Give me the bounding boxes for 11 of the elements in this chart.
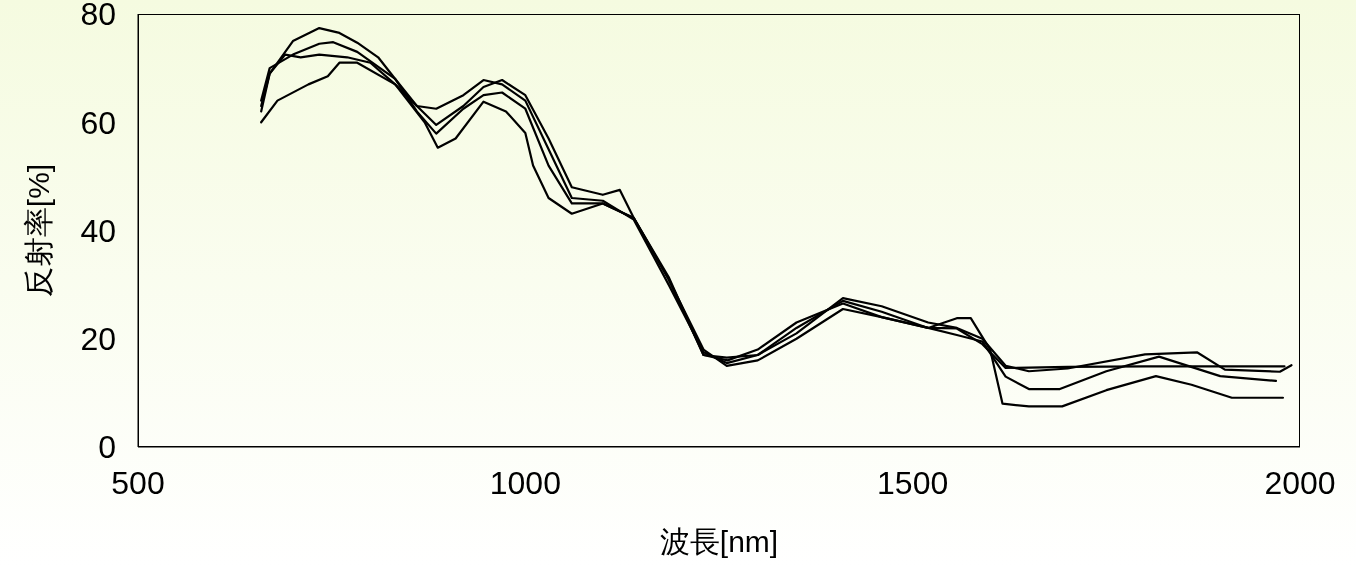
y-tick-label: 0 xyxy=(98,429,116,466)
x-axis-title: 波長[nm] xyxy=(659,525,779,558)
y-tick-label: 80 xyxy=(80,0,116,33)
y-tick-label: 20 xyxy=(80,321,116,358)
x-tick-label: 1500 xyxy=(877,464,949,501)
x-tick-label: 1000 xyxy=(489,464,561,501)
y-tick-label: 60 xyxy=(80,104,116,141)
y-axis-title: 反射率[%] xyxy=(21,163,55,298)
y-tick-label: 40 xyxy=(80,212,116,249)
x-tick-label: 2000 xyxy=(1264,464,1336,501)
x-tick-label: 500 xyxy=(111,464,165,501)
